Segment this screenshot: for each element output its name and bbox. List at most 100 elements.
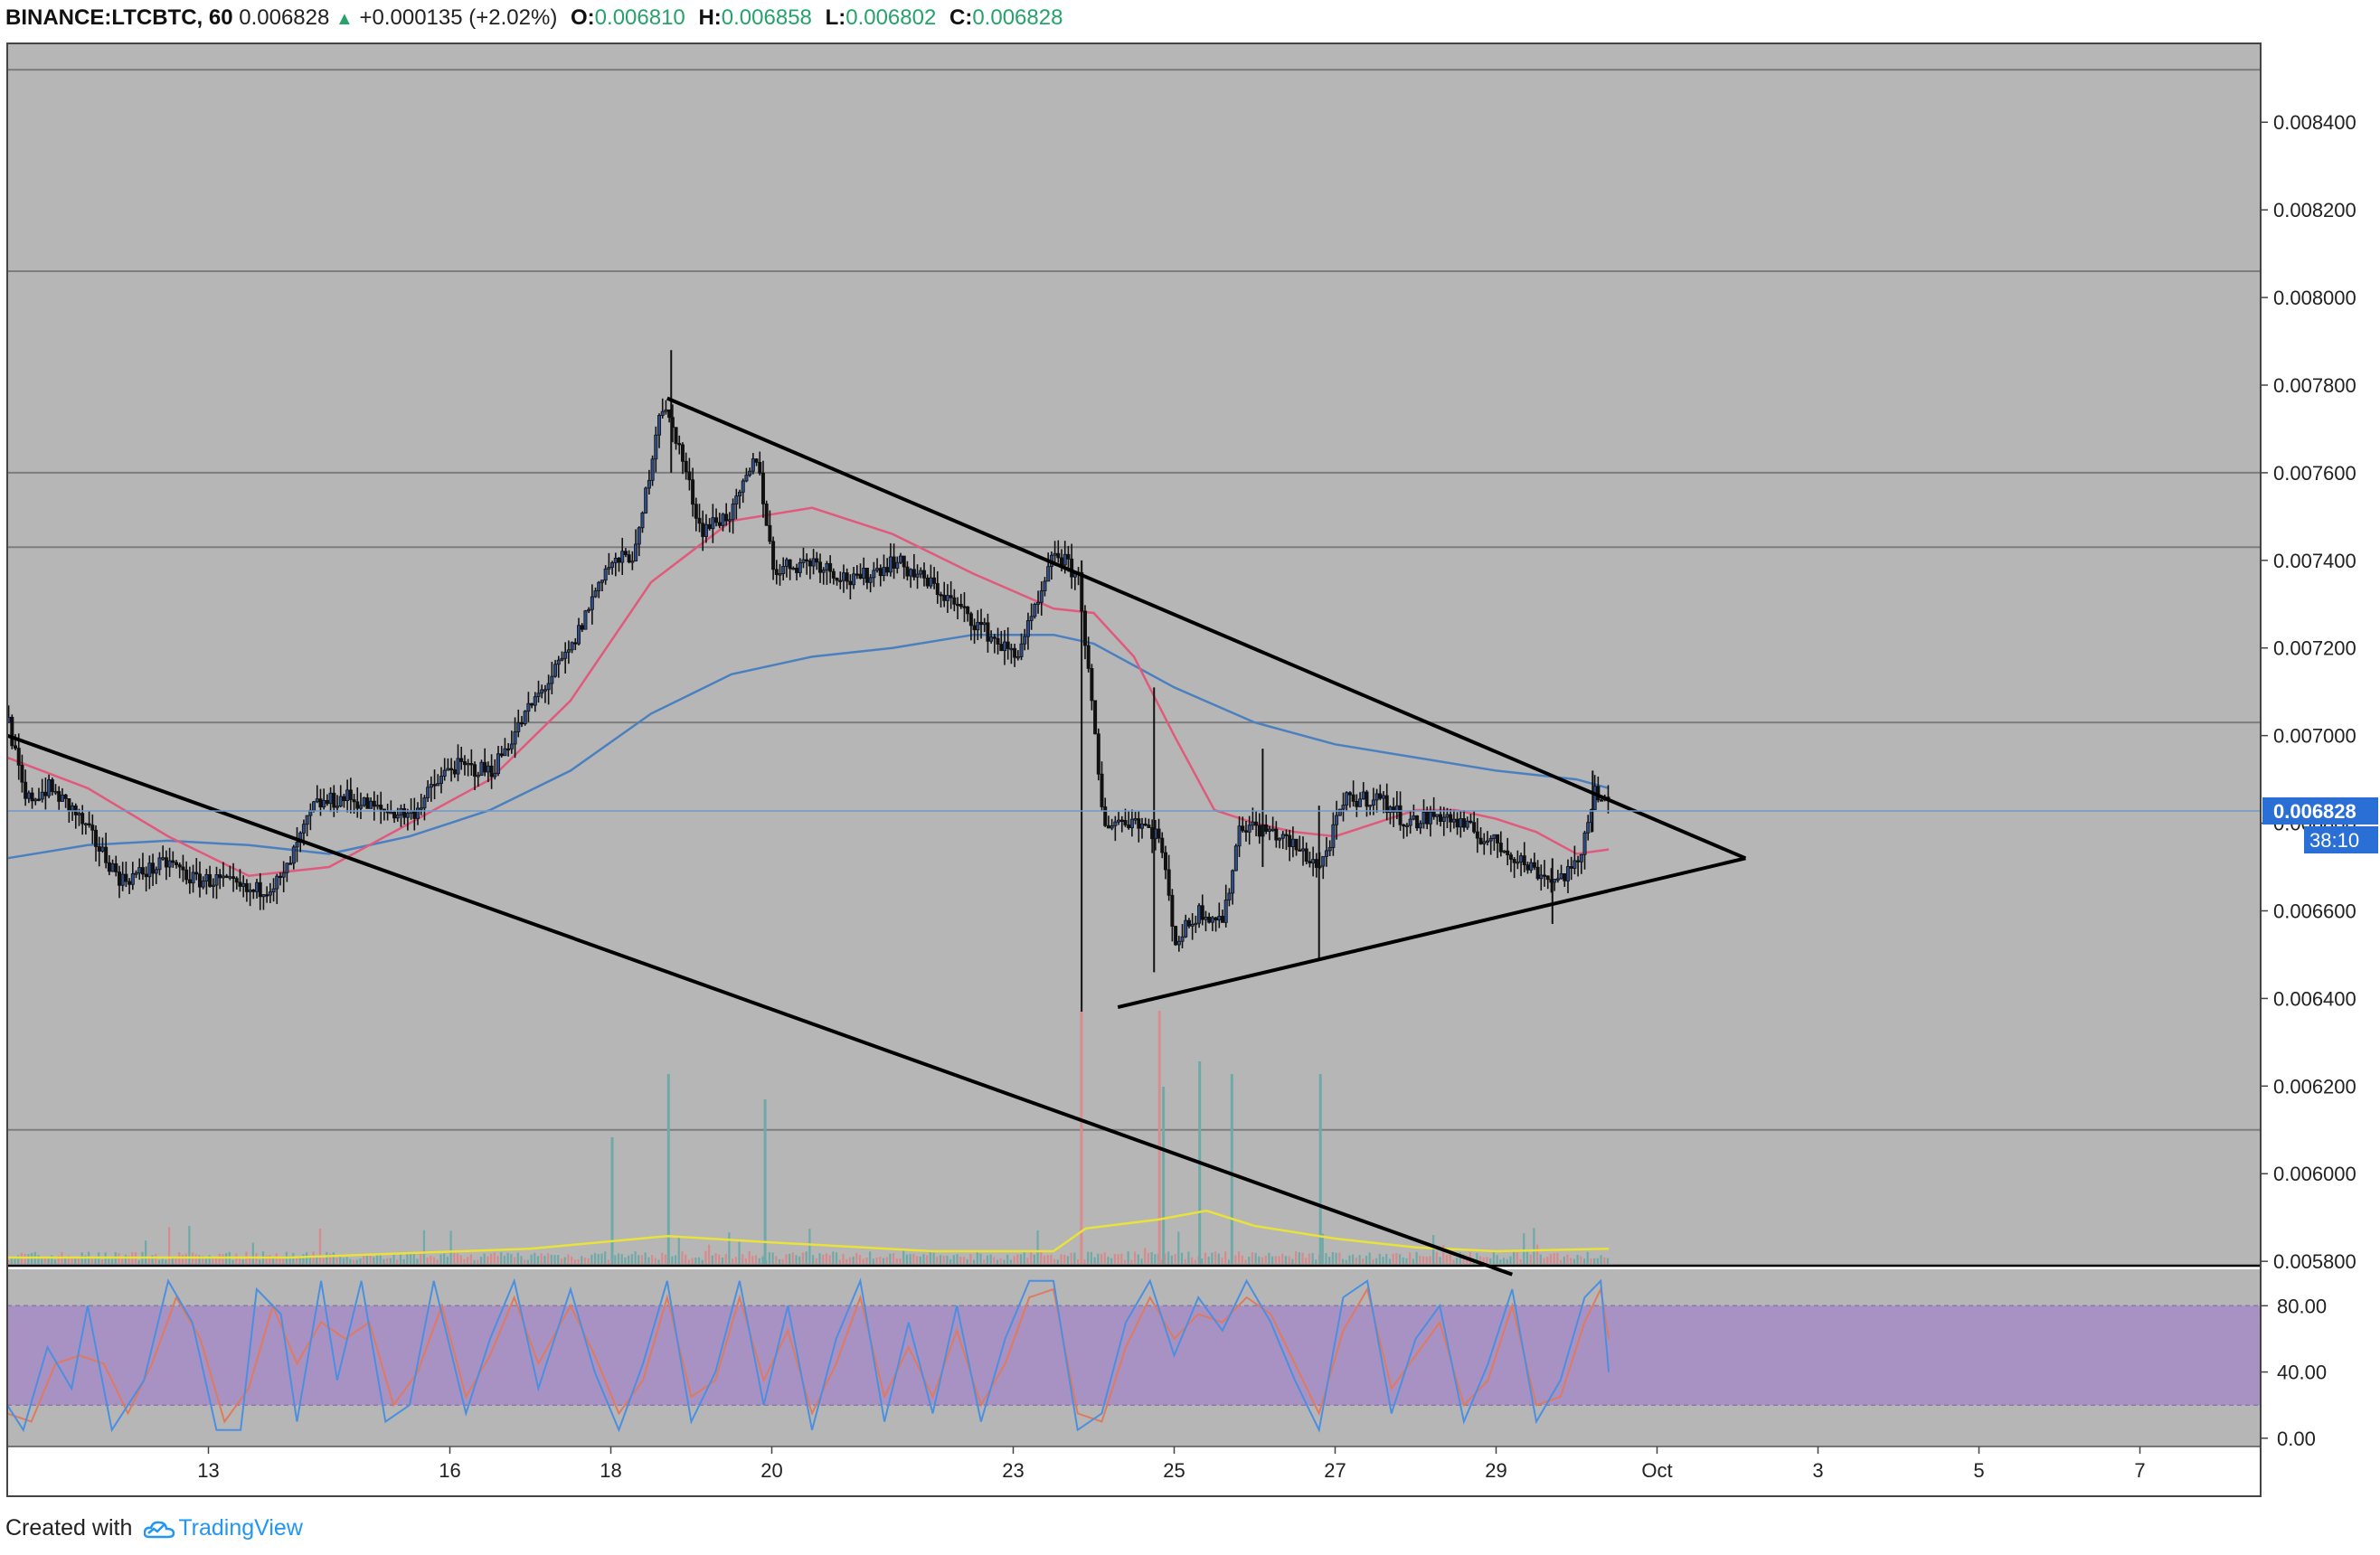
candle-body (265, 894, 269, 897)
candles (6, 350, 1610, 1012)
volume-bar (439, 1254, 442, 1264)
candle-body (684, 460, 688, 473)
candle-body (1525, 864, 1530, 871)
volume-bar (855, 1252, 858, 1264)
volume-bar (1365, 1255, 1368, 1264)
volume-bar (1305, 1258, 1308, 1264)
volume-bar (349, 1258, 352, 1264)
candle-body (251, 889, 256, 892)
candle-body (1572, 860, 1577, 869)
volume-bar (1013, 1256, 1015, 1264)
candle-body (1025, 620, 1030, 637)
volume-bar (691, 1258, 694, 1264)
volume-bar (899, 1258, 902, 1264)
volume-bar (503, 1255, 506, 1264)
candle-body (365, 797, 370, 809)
volume-bar (547, 1253, 550, 1264)
volume-bar (1201, 1258, 1204, 1264)
volume-bar (1506, 1258, 1508, 1264)
volume-bar (1066, 1256, 1070, 1264)
volume-bar (1352, 1254, 1355, 1264)
candle-body (335, 806, 340, 808)
price-change: +0.000135 (+2.02%) (359, 5, 558, 30)
candle-body (325, 799, 329, 805)
candle-body (26, 792, 31, 799)
symbol-header: BINANCE:LTCBTC, 60 0.006828 ▲ +0.000135 … (5, 2, 1062, 34)
candle-body (100, 846, 105, 852)
candle-body (493, 773, 497, 778)
candle-body (389, 812, 393, 815)
candle-body (134, 872, 138, 875)
candle-body (489, 765, 494, 778)
volume-bar (1147, 1252, 1150, 1264)
volume-bar (506, 1252, 509, 1264)
volume-bar (1325, 1253, 1327, 1264)
candle-body (499, 753, 504, 757)
candle-body (221, 875, 225, 879)
candle-body (1223, 900, 1228, 923)
volume-bar (1452, 1259, 1455, 1264)
candle-body (1043, 580, 1047, 591)
candle-body (1445, 814, 1450, 818)
candle-body (841, 572, 845, 581)
volume-bar (1533, 1228, 1535, 1264)
volume-bar (1335, 1252, 1337, 1264)
volume-bar (329, 1253, 332, 1264)
volume-bar (396, 1259, 399, 1264)
candle-body (764, 503, 769, 526)
candle-body (137, 867, 142, 874)
candle-body (818, 561, 823, 573)
candle-body (157, 857, 162, 871)
volume-bar (288, 1256, 291, 1264)
candle-body (939, 594, 943, 597)
candle-body (452, 768, 457, 775)
candle-body (271, 888, 276, 893)
volume-bar (121, 1258, 124, 1264)
candle-body (623, 551, 628, 556)
candle-body (968, 613, 973, 627)
tradingview-brand[interactable]: TradingView (178, 1515, 303, 1541)
volume-bar (27, 1254, 30, 1264)
price-tick-label: 0.007800 (2273, 374, 2356, 397)
candle-body (140, 867, 145, 875)
candle-body (405, 813, 410, 818)
volume-bar (1211, 1252, 1214, 1264)
candle-body (553, 664, 558, 677)
candle-body (1582, 832, 1587, 855)
volume-bar (781, 1258, 784, 1264)
candle-body (328, 792, 333, 805)
volume-bar (685, 1254, 687, 1264)
candle-body (513, 731, 517, 745)
volume-bar (198, 1255, 201, 1264)
volume-bar (1355, 1258, 1357, 1264)
volume-bar (1429, 1256, 1431, 1264)
volume-bar (1482, 1257, 1485, 1264)
volume-bar (969, 1254, 972, 1264)
volume-bar (235, 1253, 238, 1264)
volume-bar (322, 1258, 325, 1264)
candle-body (1553, 879, 1557, 883)
time-axis-background (7, 1447, 2261, 1496)
volume-bar (553, 1255, 556, 1264)
volume-bar (1278, 1256, 1280, 1264)
stochastic-tick-label: 80.00 (2277, 1295, 2327, 1317)
candle-body (536, 693, 541, 698)
candle-body (570, 642, 574, 651)
volume-bar (513, 1257, 516, 1264)
volume-bar (302, 1254, 305, 1264)
volume-bar (1405, 1258, 1408, 1264)
volume-bar (1234, 1255, 1237, 1264)
candle-body (1278, 837, 1282, 841)
candle-body (295, 842, 299, 848)
candle-body (483, 761, 487, 773)
candle-body (992, 636, 996, 639)
volume-bar (567, 1254, 570, 1264)
candle-body (1327, 847, 1332, 852)
candle-body (741, 480, 745, 493)
price-tick-label: 0.008400 (2273, 111, 2356, 134)
candle-body (895, 561, 900, 569)
candle-body (771, 541, 776, 570)
candle-body (862, 567, 866, 579)
volume-bar (168, 1227, 171, 1264)
